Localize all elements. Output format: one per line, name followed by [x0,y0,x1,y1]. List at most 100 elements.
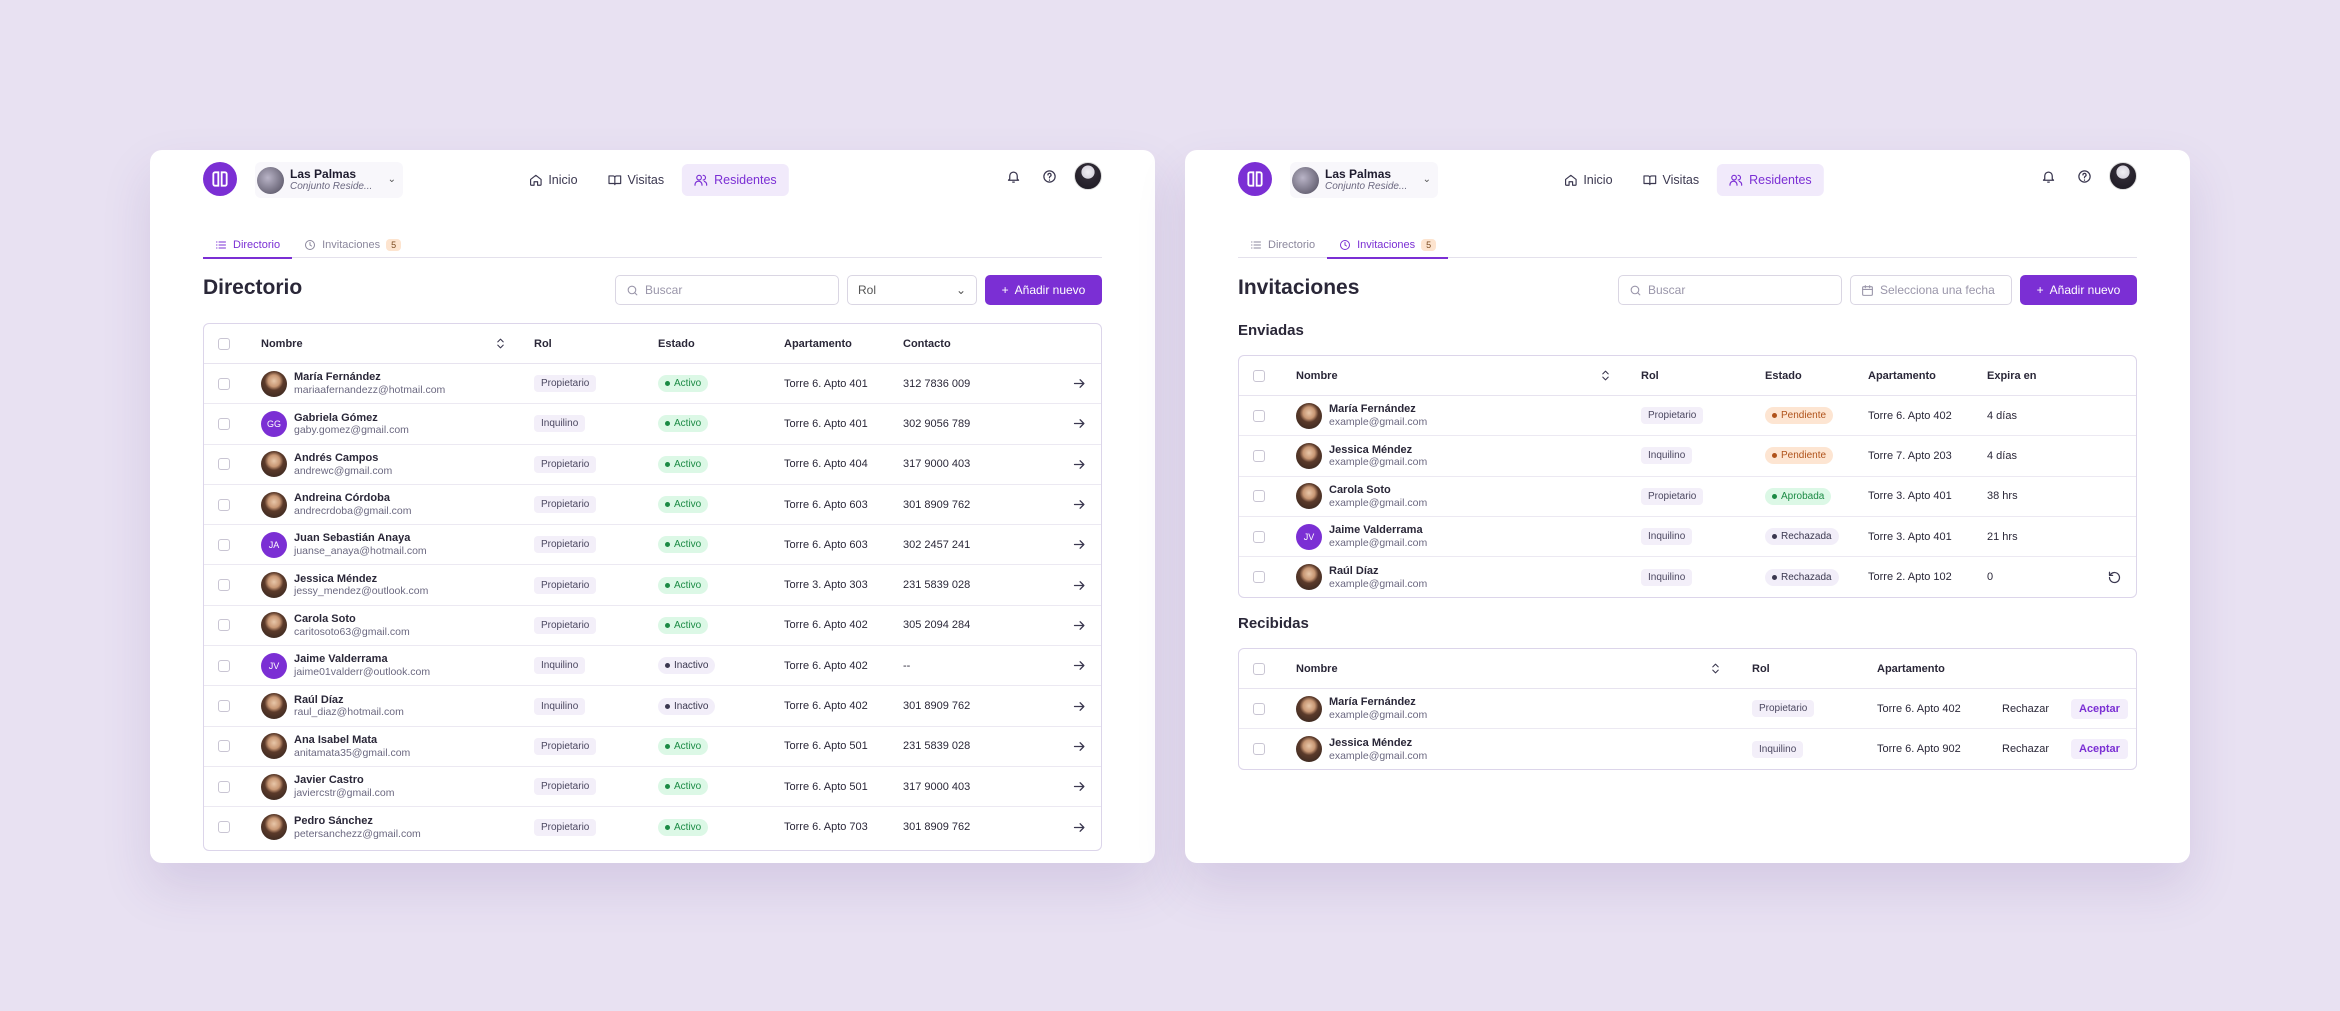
row-checkbox[interactable] [218,377,230,390]
table-row[interactable]: Ana Isabel Mata anitamata35@gmail.com Prop… [204,727,1101,767]
table-row[interactable]: Carola Soto caritosoto63@gmail.com Propiet… [204,606,1101,647]
table-header: Nombre Rol Estado Apartamento Contacto [204,324,1101,364]
date-picker[interactable]: Selecciona una fecha [1850,275,2012,305]
avatar [261,612,287,639]
row-checkbox[interactable] [1253,449,1265,462]
row-checkbox[interactable] [1253,571,1265,584]
bell-icon[interactable] [2037,165,2059,187]
table-row[interactable]: Andrés Campos andrewc@gmail.com Propietari… [204,445,1101,485]
tab-directorio[interactable]: Directorio [1238,232,1327,258]
row-checkbox[interactable] [218,458,230,471]
tab-invitaciones[interactable]: Invitaciones 5 [1327,232,1449,259]
arrow-right-icon[interactable] [1072,767,1087,806]
add-new-button[interactable]: + Añadir nuevo [2020,275,2137,305]
row-checkbox[interactable] [1253,702,1265,715]
table-row[interactable]: Raúl Díaz raul_diaz@hotmail.com Inquilino I… [204,686,1101,727]
role-select-value: Rol [858,283,877,297]
row-checkbox[interactable] [1253,409,1265,422]
search-input[interactable]: Buscar [615,275,839,305]
apartment-cell: Torre 2. Apto 102 [1868,571,1952,584]
help-icon[interactable] [1038,165,1060,187]
person-email: example@gmail.com [1329,749,1428,762]
nav-inicio[interactable]: Inicio [516,164,589,196]
user-avatar[interactable] [2109,162,2137,190]
table-row[interactable]: JV Jaime Valderrama example@gmail.com Inqui… [1239,517,2136,558]
row-checkbox[interactable] [218,700,230,713]
person-name: Carola Soto [1329,483,1391,496]
arrow-right-icon[interactable] [1072,445,1087,484]
arrow-right-icon[interactable] [1072,485,1087,524]
table-row[interactable]: JA Juan Sebastián Anaya juanse_anaya@hotma… [204,525,1101,566]
app-logo[interactable] [1238,162,1272,196]
select-all-checkbox[interactable] [1253,662,1265,675]
arrow-right-icon[interactable] [1072,686,1087,725]
arrow-right-icon[interactable] [1072,364,1087,403]
nav-residentes[interactable]: Residentes [1717,164,1824,196]
nav-inicio[interactable]: Inicio [1551,164,1624,196]
accept-button[interactable]: Aceptar [2071,739,2128,760]
table-row[interactable]: JV Jaime Valderrama jaime01valderr@outlook… [204,646,1101,687]
table-row[interactable]: Jessica Méndez jessy_mendez@outlook.com Pr… [204,565,1101,606]
nav-visitas[interactable]: Visitas [1631,164,1712,196]
table-row[interactable]: Javier Castro javiercstr@gmail.com Propiet… [204,767,1101,808]
select-all-checkbox[interactable] [1253,369,1265,382]
user-avatar[interactable] [1074,162,1102,190]
row-checkbox[interactable] [1253,530,1265,543]
select-all-checkbox[interactable] [218,337,230,350]
row-checkbox[interactable] [218,579,230,592]
arrow-right-icon[interactable] [1072,646,1087,685]
table-row[interactable]: María Fernández mariaafernandezz@hotmail.… [204,364,1101,405]
row-checkbox[interactable] [1253,743,1265,756]
reject-button[interactable]: Rechazar [2002,702,2050,715]
add-new-button[interactable]: + Añadir nuevo [985,275,1102,305]
arrow-right-icon[interactable] [1072,525,1087,564]
row-checkbox[interactable] [218,659,230,672]
accept-button[interactable]: Aceptar [2071,698,2128,719]
role-select[interactable]: Rol ⌄ [847,275,977,305]
table-row[interactable]: Andreina Córdoba andrecrdoba@gmail.com Pro… [204,485,1101,526]
arrow-right-icon[interactable] [1072,727,1087,766]
help-icon[interactable] [2073,165,2095,187]
row-checkbox[interactable] [218,619,230,632]
reject-button[interactable]: Rechazar [2002,743,2050,756]
sort-icon[interactable] [1709,662,1722,675]
nav-visitas[interactable]: Visitas [596,164,677,196]
list-icon [1250,239,1262,251]
resend-icon[interactable] [2107,557,2122,597]
sort-icon[interactable] [494,337,507,350]
arrow-right-icon[interactable] [1072,565,1087,604]
community-selector[interactable]: Las Palmas Conjunto Reside... ⌄ [255,162,403,198]
app-logo[interactable] [203,162,237,196]
bell-icon[interactable] [1002,165,1024,187]
person-email: andrecrdoba@gmail.com [294,504,412,517]
tab-invitaciones[interactable]: Invitaciones 5 [292,232,413,258]
role-badge: Propietario [534,778,597,796]
row-checkbox[interactable] [218,417,230,430]
community-selector[interactable]: Las Palmas Conjunto Reside... ⌄ [1290,162,1438,198]
table-row[interactable]: Jessica Méndez example@gmail.com Inquilino… [1239,436,2136,477]
plus-icon: + [1001,283,1009,297]
row-checkbox[interactable] [218,538,230,551]
arrow-right-icon[interactable] [1072,807,1087,847]
search-input[interactable]: Buscar [1618,275,1842,305]
row-checkbox[interactable] [218,740,230,753]
tab-directorio[interactable]: Directorio [203,232,293,259]
apartment-cell: Torre 3. Apto 401 [1868,530,1952,543]
contact-cell: 317 9000 403 [903,780,971,793]
table-row[interactable]: María Fernández example@gmail.com Propieta… [1239,396,2136,437]
table-row[interactable]: Carola Soto example@gmail.com Propietario A… [1239,477,2136,517]
row-checkbox[interactable] [218,498,230,511]
arrow-right-icon[interactable] [1072,606,1087,645]
table-row[interactable]: Raúl Díaz example@gmail.com Inquilino Recha… [1239,557,2136,597]
arrow-right-icon[interactable] [1072,404,1087,443]
row-checkbox[interactable] [1253,490,1265,503]
row-checkbox[interactable] [218,821,230,834]
expires-cell: 4 días [1987,449,2017,462]
row-checkbox[interactable] [218,780,230,793]
col-role: Rol [1752,662,1770,675]
table-row[interactable]: GG Gabriela Gómez gaby.gomez@gmail.com Inqu… [204,404,1101,445]
apartment-cell: Torre 6. Apto 404 [784,458,868,471]
table-row[interactable]: Pedro Sánchez petersanchezz@gmail.com Prop… [204,807,1101,847]
nav-residentes[interactable]: Residentes [682,164,789,196]
sort-icon[interactable] [1599,369,1612,382]
